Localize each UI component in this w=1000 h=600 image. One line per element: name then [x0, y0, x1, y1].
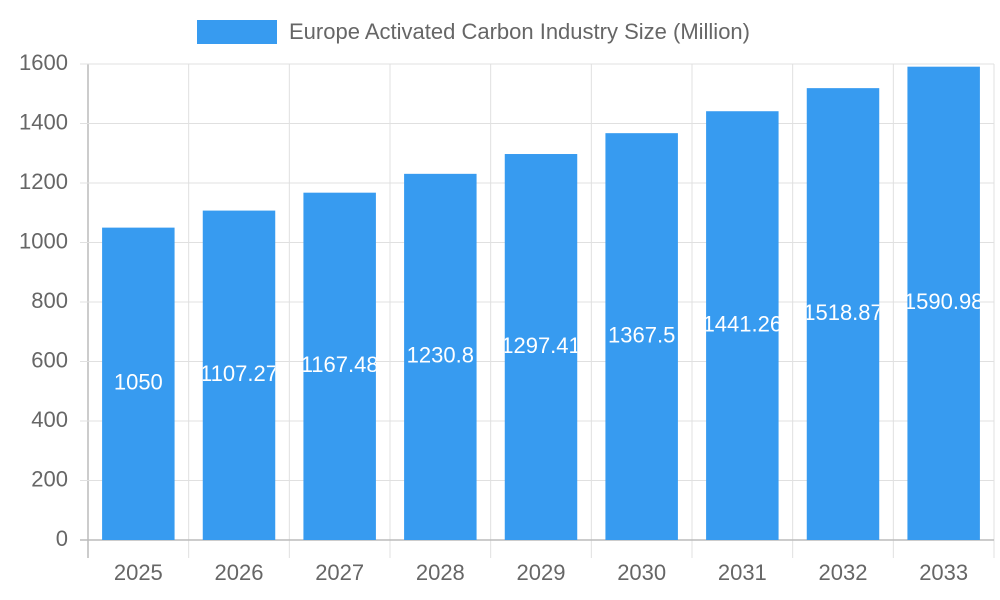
y-tick-label: 1200: [19, 169, 68, 194]
legend-label: Europe Activated Carbon Industry Size (M…: [289, 19, 750, 44]
x-tick-label: 2029: [517, 560, 566, 585]
data-label: 1518.87: [803, 300, 883, 325]
bar: [202, 210, 276, 541]
data-label: 1297.41: [501, 333, 581, 358]
legend-swatch: [197, 20, 277, 44]
x-tick-label: 2030: [617, 560, 666, 585]
data-label: 1050: [114, 370, 163, 395]
data-label: 1441.26: [703, 311, 783, 336]
x-tick-label: 2033: [919, 560, 968, 585]
bar: [504, 154, 578, 541]
x-tick-label: 2027: [315, 560, 364, 585]
data-label: 1107.27: [200, 361, 278, 386]
y-tick-label: 0: [56, 526, 68, 551]
y-tick-label: 1600: [19, 50, 68, 75]
x-tick-label: 2026: [215, 560, 264, 585]
y-tick-label: 1000: [19, 228, 68, 253]
data-label: 1590.98: [904, 289, 984, 314]
y-tick-label: 200: [31, 466, 68, 491]
bar: [303, 192, 376, 541]
y-tick-label: 600: [31, 347, 68, 372]
data-label: 1367.5: [608, 322, 675, 347]
data-label: 1167.48: [301, 352, 379, 377]
bar: [806, 88, 880, 541]
bar: [907, 66, 980, 541]
bar: [605, 133, 678, 540]
bar: [102, 227, 175, 540]
y-tick-label: 400: [31, 407, 68, 432]
y-tick-label: 1400: [19, 109, 68, 134]
data-label: 1230.8: [407, 343, 474, 368]
x-tick-label: 2028: [416, 560, 465, 585]
x-tick-label: 2025: [114, 560, 163, 585]
bar: [404, 173, 477, 540]
x-tick-label: 2031: [718, 560, 767, 585]
x-tick-label: 2032: [819, 560, 868, 585]
bar: [706, 111, 779, 540]
y-tick-label: 800: [31, 288, 68, 313]
